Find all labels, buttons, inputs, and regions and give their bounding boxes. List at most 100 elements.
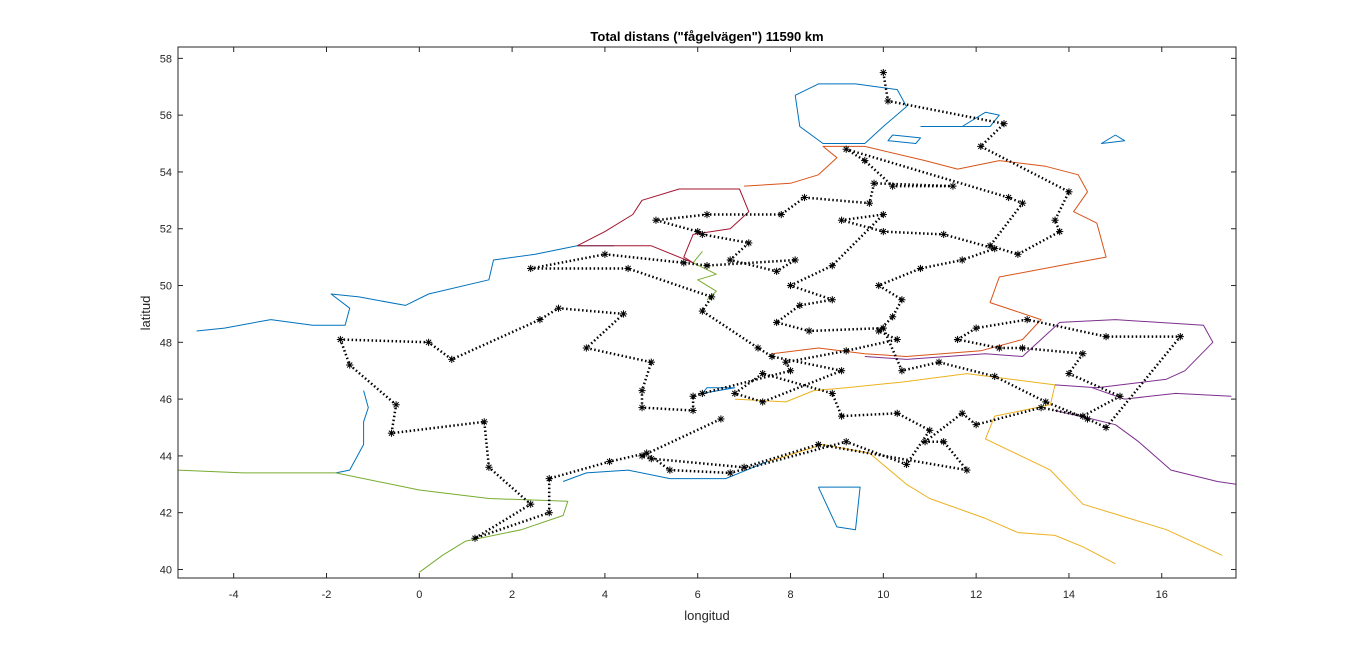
route-point [1005,193,1013,202]
route-point [782,358,790,366]
route-point [935,358,943,366]
route-point [1037,404,1045,412]
route-point [703,210,711,219]
route-point [977,142,985,150]
route-point [726,469,734,477]
route-point [336,335,345,344]
x-tick-label: -2 [322,589,332,601]
route-point [471,534,479,542]
coastline-path [817,486,861,531]
coastline-path [335,390,369,474]
route-point [879,324,887,332]
route-point [605,457,614,466]
route-point [638,404,646,412]
x-tick-label: 8 [787,589,793,601]
route-point [717,415,725,423]
route-point [619,310,628,318]
y-tick-label: 56 [160,110,172,122]
y-axis-ticks: 40 42 44 46 48 50 52 54 56 58 [160,53,1236,576]
coastline-path [1054,410,1236,485]
x-axis-ticks: -4 -2 0 2 4 6 8 10 12 14 16 [229,47,1168,601]
coastline-path [744,145,1107,357]
route-point [638,452,646,460]
coastline-path [1091,387,1232,400]
route-point [828,262,836,270]
route-point [870,179,878,187]
route-point [536,315,544,324]
axes-box [177,46,1237,579]
coastline-path [920,111,1000,127]
route-point [1176,333,1184,341]
route-point [387,429,396,437]
route-point [485,463,493,471]
y-tick-label: 44 [160,451,172,463]
route-point [1018,344,1027,352]
route-point [898,296,906,304]
x-tick-label: 6 [695,589,701,601]
route-point [1065,369,1073,378]
route-point [916,264,925,273]
route-point [800,193,809,202]
route-point [893,335,901,344]
route-point [786,281,795,290]
route-point [527,500,535,508]
route-point [424,338,433,346]
y-axis-label: latitud [138,296,153,331]
route-point [392,401,400,409]
x-tick-label: -4 [229,589,239,601]
route-point [777,210,785,219]
route-point [875,281,883,290]
route-point [949,182,957,190]
route-point [759,369,767,378]
route-point [940,230,948,239]
x-axis-label: longitud [684,608,730,623]
route-point [1102,423,1110,432]
route-point [698,307,706,315]
coastline-path [767,444,1116,565]
route-point [638,386,646,395]
route-point [837,412,846,420]
route-point [926,426,934,434]
y-tick-label: 50 [160,281,172,293]
coastline-path [1100,134,1126,144]
route-point [791,256,799,264]
route-point [1056,227,1064,236]
route-point [698,230,706,239]
route-point [647,455,655,463]
route-point [972,421,980,429]
route-point [773,318,781,327]
route-point [1023,315,1031,324]
route-point [814,440,822,449]
route-point [1065,188,1073,196]
route-point [689,406,697,415]
route-point [865,199,874,207]
route-point [953,335,962,344]
route-point [837,216,846,224]
route-point [958,409,966,417]
chart-title: Total distans ("fågelvägen") 11590 km [590,29,823,44]
x-tick-label: 14 [1063,589,1075,601]
coastline-path [562,461,768,482]
route-point [708,293,716,301]
route-point [921,438,929,446]
route-point [346,361,354,369]
x-tick-label: 10 [877,589,889,601]
route-point [842,347,850,355]
coastline-path [692,251,717,301]
route-point [842,145,850,153]
route-point [759,398,767,406]
route-point [545,475,553,483]
x-tick-label: 0 [416,589,422,601]
route-point [554,304,563,312]
route-point [786,367,795,375]
route-point [745,239,753,247]
coastline-path [576,188,750,264]
coastlines [178,83,1236,573]
y-tick-label: 42 [160,508,172,520]
route-point [995,344,1003,352]
route-point [879,210,887,219]
route-point [601,250,609,258]
route-point [1116,392,1124,400]
x-tick-label: 2 [509,589,515,601]
route-point [768,352,776,361]
